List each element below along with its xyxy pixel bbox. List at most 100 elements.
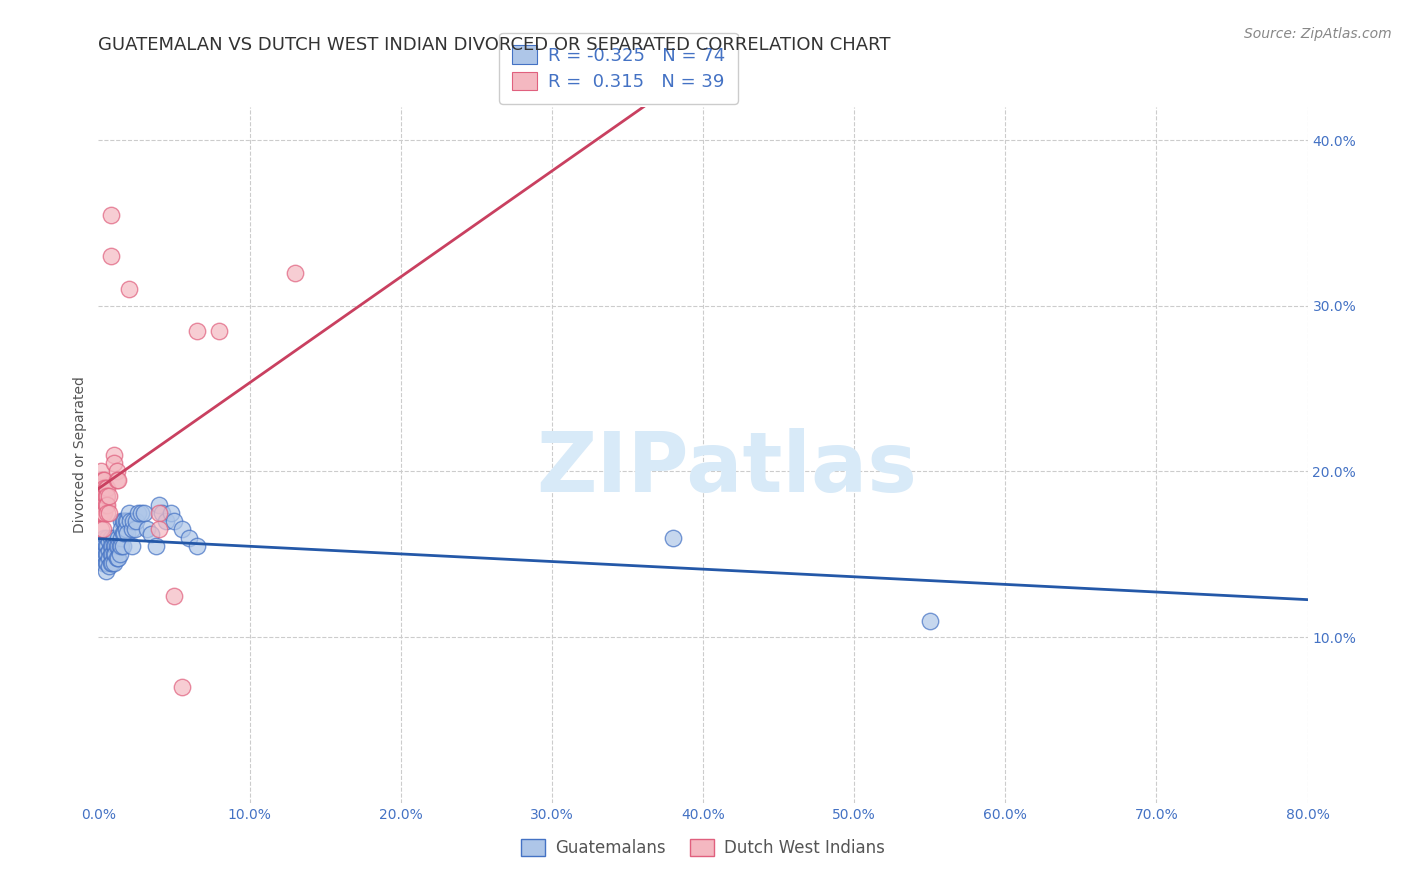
Point xyxy=(96,489,118,503)
Point xyxy=(186,539,208,553)
Point xyxy=(93,539,115,553)
Point xyxy=(160,506,183,520)
Point xyxy=(98,558,121,573)
Point xyxy=(110,514,132,528)
Point xyxy=(107,539,129,553)
Point xyxy=(163,589,186,603)
Point xyxy=(98,550,121,565)
Point xyxy=(170,680,193,694)
Point xyxy=(115,525,138,540)
Point xyxy=(114,523,136,537)
Point xyxy=(284,266,307,280)
Point xyxy=(148,498,170,512)
Point xyxy=(96,539,118,553)
Point xyxy=(120,514,142,528)
Point xyxy=(108,547,131,561)
Point xyxy=(103,456,125,470)
Point xyxy=(111,539,134,553)
Point xyxy=(107,550,129,565)
Point xyxy=(112,514,135,528)
Point xyxy=(112,525,135,540)
Point xyxy=(91,547,114,561)
Point xyxy=(90,465,112,479)
Point xyxy=(103,556,125,570)
Point xyxy=(104,547,127,561)
Point xyxy=(103,539,125,553)
Point xyxy=(96,547,118,561)
Point xyxy=(94,564,117,578)
Point xyxy=(186,324,208,338)
Point xyxy=(98,506,121,520)
Point xyxy=(118,506,141,520)
Point xyxy=(105,465,128,479)
Point xyxy=(124,523,146,537)
Point xyxy=(170,523,193,537)
Point xyxy=(105,473,128,487)
Point xyxy=(91,489,114,503)
Point xyxy=(118,282,141,296)
Point xyxy=(96,506,118,520)
Point xyxy=(148,523,170,537)
Point xyxy=(125,514,148,528)
Text: Source: ZipAtlas.com: Source: ZipAtlas.com xyxy=(1244,27,1392,41)
Point xyxy=(91,556,114,570)
Point xyxy=(90,473,112,487)
Point xyxy=(110,531,132,545)
Point xyxy=(98,489,121,503)
Point xyxy=(90,489,112,503)
Point xyxy=(208,324,231,338)
Point xyxy=(100,531,122,545)
Point xyxy=(94,539,117,553)
Point xyxy=(107,473,129,487)
Point xyxy=(90,523,112,537)
Point xyxy=(93,481,115,495)
Point xyxy=(90,506,112,520)
Text: ZIPatlas: ZIPatlas xyxy=(537,428,918,509)
Point xyxy=(98,544,121,558)
Point xyxy=(93,506,115,520)
Point xyxy=(155,514,177,528)
Point xyxy=(179,531,201,545)
Point xyxy=(101,556,124,570)
Point xyxy=(100,547,122,561)
Point xyxy=(93,473,115,487)
Point xyxy=(104,539,127,553)
Point xyxy=(96,481,118,495)
Point xyxy=(93,531,115,545)
Point xyxy=(93,489,115,503)
Point xyxy=(107,531,129,545)
Point xyxy=(145,539,167,553)
Point xyxy=(127,506,149,520)
Point xyxy=(122,514,145,528)
Point xyxy=(111,514,134,528)
Point xyxy=(89,506,111,520)
Point xyxy=(101,539,124,553)
Point xyxy=(96,531,118,545)
Point xyxy=(91,506,114,520)
Point xyxy=(100,539,122,553)
Point xyxy=(100,249,122,263)
Text: GUATEMALAN VS DUTCH WEST INDIAN DIVORCED OR SEPARATED CORRELATION CHART: GUATEMALAN VS DUTCH WEST INDIAN DIVORCED… xyxy=(98,36,891,54)
Point xyxy=(163,514,186,528)
Point xyxy=(135,523,157,537)
Point xyxy=(110,523,132,537)
Point xyxy=(93,547,115,561)
Point xyxy=(94,481,117,495)
Point xyxy=(94,498,117,512)
Point xyxy=(103,448,125,462)
Point xyxy=(150,506,173,520)
Point xyxy=(103,531,125,545)
Point xyxy=(100,556,122,570)
Point xyxy=(129,506,152,520)
Point xyxy=(115,514,138,528)
Point xyxy=(105,550,128,565)
Point xyxy=(101,547,124,561)
Point xyxy=(110,539,132,553)
Point xyxy=(661,531,683,545)
Point xyxy=(90,539,112,553)
Point xyxy=(141,527,163,541)
Point xyxy=(105,539,128,553)
Point xyxy=(100,208,122,222)
Point xyxy=(94,547,117,561)
Point xyxy=(121,523,143,537)
